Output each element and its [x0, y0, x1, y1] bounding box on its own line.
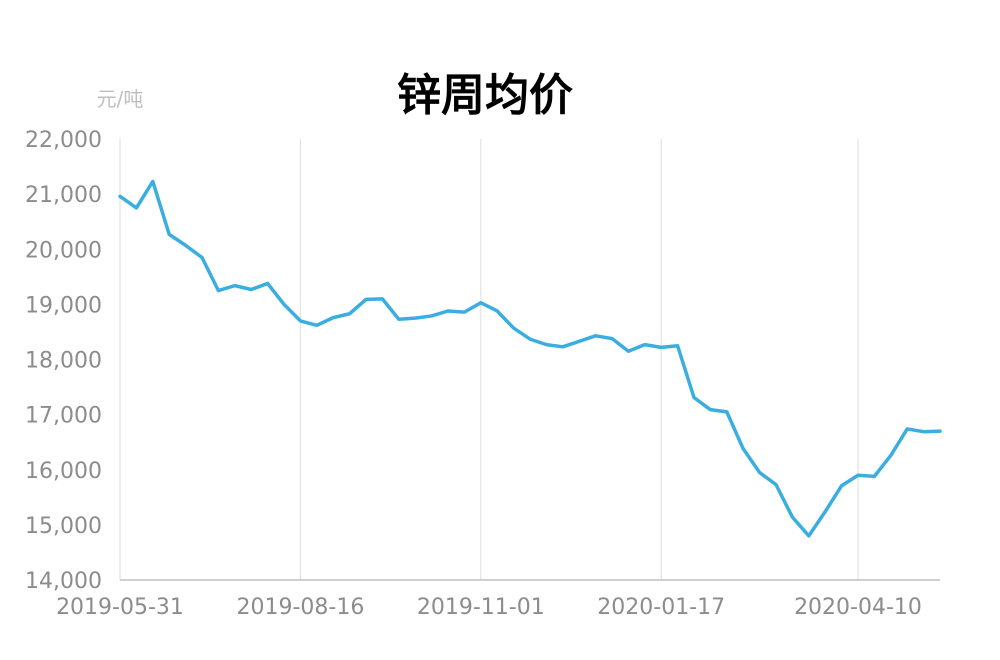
price-point-18 [414, 317, 417, 320]
price-point-44 [840, 484, 843, 487]
price-point-20 [447, 309, 450, 312]
price-point-31 [627, 350, 630, 353]
price-point-35 [693, 396, 696, 399]
price-point-23 [496, 309, 499, 312]
x-tick-label: 2019-05-31 [56, 595, 184, 620]
price-point-21 [463, 311, 466, 314]
price-point-46 [873, 475, 876, 478]
price-point-50 [939, 430, 942, 433]
price-point-45 [857, 474, 860, 477]
price-series-points [119, 180, 942, 537]
price-point-40 [775, 483, 778, 486]
price-point-5 [201, 256, 204, 259]
price-point-30 [611, 337, 614, 340]
y-tick-label: 21,000 [25, 183, 102, 208]
price-point-10 [283, 303, 286, 306]
price-point-26 [545, 343, 548, 346]
price-point-12 [315, 324, 318, 327]
price-point-42 [807, 534, 810, 537]
x-tick-label: 2020-04-10 [794, 595, 922, 620]
price-point-28 [578, 340, 581, 343]
price-point-17 [397, 318, 400, 321]
y-tick-label: 22,000 [25, 128, 102, 153]
grid-lines [119, 139, 859, 580]
price-point-6 [217, 289, 220, 292]
price-point-43 [824, 510, 827, 513]
price-point-1 [135, 206, 138, 209]
price-point-37 [725, 410, 728, 413]
price-point-36 [709, 408, 712, 411]
price-point-11 [299, 319, 302, 322]
price-point-29 [594, 334, 597, 337]
y-tick-label: 19,000 [25, 293, 102, 318]
price-point-14 [348, 312, 351, 315]
y-tick-label: 14,000 [25, 569, 102, 594]
price-point-13 [332, 316, 335, 319]
y-tick-label: 20,000 [25, 238, 102, 263]
y-tick-label: 17,000 [25, 404, 102, 429]
y-axis-unit-label: 元/吨 [97, 87, 144, 111]
price-point-33 [660, 346, 663, 349]
price-point-2 [151, 180, 154, 183]
y-axis-tick-labels: 14,000 15,000 16,000 17,000 18,000 19,000 20,0… [25, 128, 102, 594]
price-point-41 [791, 516, 794, 519]
price-point-24 [512, 327, 515, 330]
price-point-16 [381, 297, 384, 300]
price-point-19 [430, 314, 433, 317]
price-point-7 [233, 284, 236, 287]
x-axis-tick-labels: 2019-05-31 2019-08-16 2019-11-01 2020-01-17… [56, 595, 922, 620]
price-point-39 [758, 471, 761, 474]
price-point-49 [922, 430, 925, 433]
x-tick-label: 2020-01-17 [597, 595, 725, 620]
price-point-27 [561, 345, 564, 348]
price-point-0 [119, 195, 122, 198]
y-tick-label: 18,000 [25, 349, 102, 374]
price-point-47 [889, 454, 892, 457]
price-point-38 [742, 447, 745, 450]
price-series-line [118, 179, 942, 538]
y-tick-label: 16,000 [25, 459, 102, 484]
price-point-22 [479, 301, 482, 304]
x-tick-label: 2019-08-16 [236, 595, 364, 620]
price-point-9 [266, 282, 269, 285]
x-tick-label: 2019-11-01 [417, 595, 545, 620]
price-point-34 [676, 344, 679, 347]
price-point-4 [184, 244, 187, 247]
price-point-25 [529, 338, 532, 341]
price-point-3 [168, 233, 171, 236]
chart-title: 锌周均价 [397, 70, 573, 121]
y-tick-label: 15,000 [25, 514, 102, 539]
price-point-32 [643, 343, 646, 346]
price-point-48 [906, 427, 909, 430]
price-point-8 [250, 288, 253, 291]
price-point-15 [365, 298, 368, 301]
